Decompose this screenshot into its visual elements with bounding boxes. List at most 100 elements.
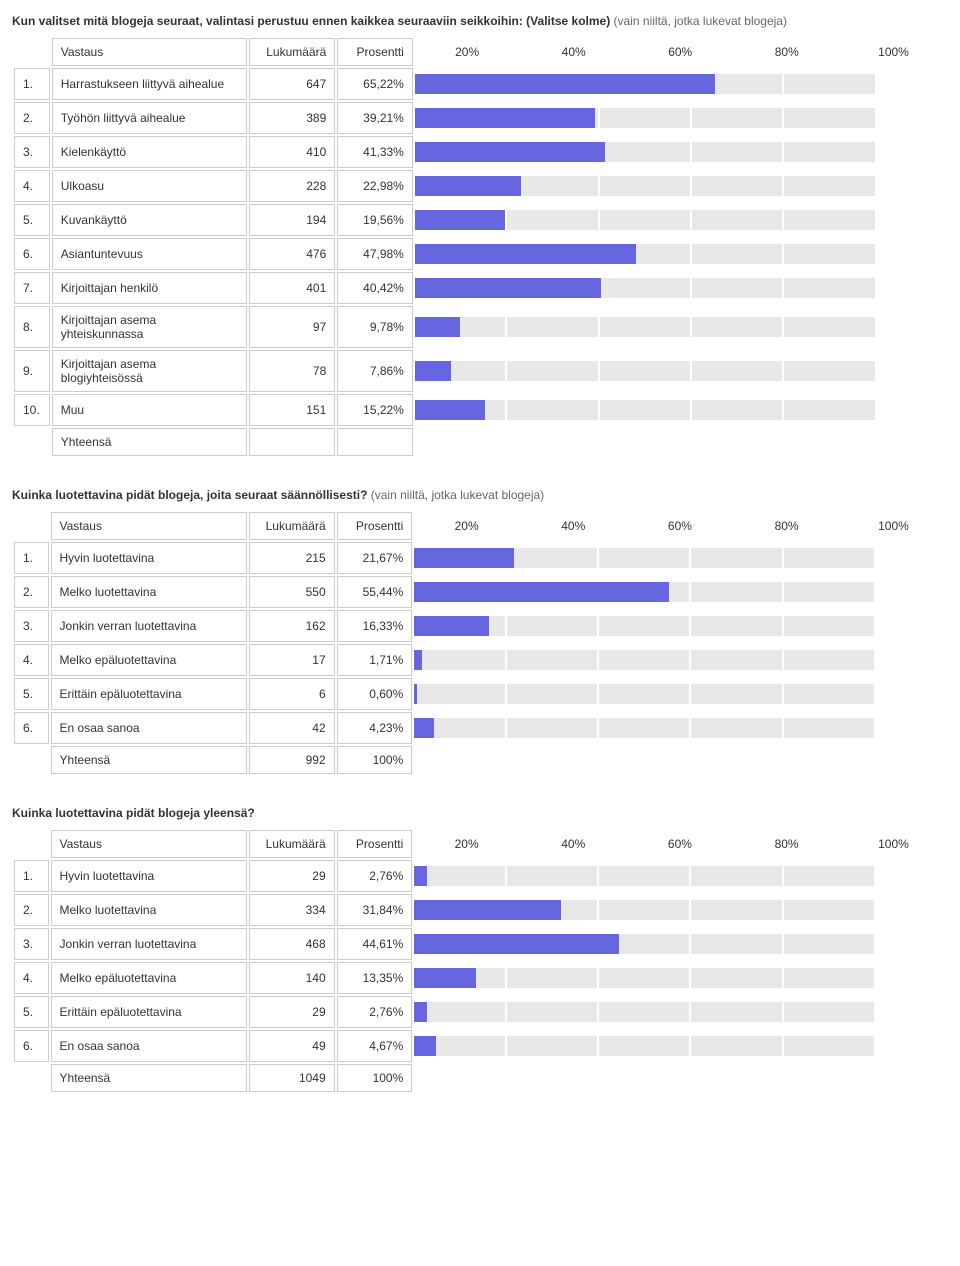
bar-fill: [415, 176, 521, 196]
bar-fill: [414, 968, 475, 988]
bar-fill: [414, 866, 427, 886]
row-label: En osaa sanoa: [51, 712, 247, 744]
bar-track: [414, 900, 874, 920]
row-label: Asiantuntevuus: [52, 238, 247, 270]
row-number: 9.: [14, 350, 50, 392]
bar-fill: [414, 1002, 427, 1022]
col-header-percent: Prosentti: [337, 38, 413, 66]
row-label: Jonkin verran luotettavina: [51, 928, 247, 960]
bar-fill: [414, 718, 433, 738]
bar-fill: [414, 1036, 435, 1056]
total-row: Yhteensä1049100%: [14, 1064, 946, 1092]
row-bar-cell: [415, 306, 946, 348]
bar-fill: [415, 361, 451, 381]
table-row: 6.Asiantuntevuus47647,98%: [14, 238, 946, 270]
col-header-percent: Prosentti: [337, 830, 413, 858]
bar-track: [414, 1002, 874, 1022]
table-row: 5.Erittäin epäluotettavina292,76%: [14, 996, 946, 1028]
row-bar-cell: [414, 996, 946, 1028]
row-label: Hyvin luotettavina: [51, 542, 247, 574]
bar-track: [415, 108, 875, 128]
row-bar-cell: [415, 68, 946, 100]
total-percent: [337, 428, 413, 456]
row-number: 2.: [14, 102, 50, 134]
row-label: Melko luotettavina: [51, 576, 247, 608]
total-count: 992: [249, 746, 335, 774]
row-label: Kirjoittajan asema yhteiskunnassa: [52, 306, 247, 348]
row-bar-cell: [414, 928, 946, 960]
row-percent: 9,78%: [337, 306, 413, 348]
table-row: 7.Kirjoittajan henkilö40140,42%: [14, 272, 946, 304]
row-bar-cell: [415, 102, 946, 134]
row-label: Melko epäluotettavina: [51, 644, 247, 676]
axis-label: 100%: [841, 38, 946, 66]
question-title-bold: Kuinka luotettavina pidät blogeja yleens…: [12, 806, 255, 820]
row-bar-cell: [415, 238, 946, 270]
row-bar-cell: [415, 272, 946, 304]
total-count: 1049: [249, 1064, 335, 1092]
row-number: 1.: [14, 542, 49, 574]
bar-track: [415, 74, 875, 94]
row-percent: 15,22%: [337, 394, 413, 426]
bar-track: [414, 968, 874, 988]
bar-track: [414, 1036, 874, 1056]
row-count: 151: [249, 394, 335, 426]
row-number: 5.: [14, 204, 50, 236]
bar-track: [414, 934, 874, 954]
col-header-answer: Vastaus: [51, 830, 247, 858]
col-header-count: Lukumäärä: [249, 830, 335, 858]
row-number: 3.: [14, 136, 50, 168]
row-label: Melko luotettavina: [51, 894, 247, 926]
question-title: Kun valitset mitä blogeja seuraat, valin…: [12, 12, 948, 30]
row-label: En osaa sanoa: [51, 1030, 247, 1062]
row-bar-cell: [415, 204, 946, 236]
axis-label: 20%: [415, 38, 520, 66]
total-label: Yhteensä: [51, 746, 247, 774]
row-number: 3.: [14, 928, 49, 960]
row-number: 4.: [14, 962, 49, 994]
axis-label: 60%: [628, 38, 733, 66]
bar-track: [414, 582, 874, 602]
row-bar-cell: [415, 136, 946, 168]
table-row: 4.Melko epäluotettavina171,71%: [14, 644, 946, 676]
total-row: Yhteensä: [14, 428, 946, 456]
survey-table: VastausLukumääräProsentti20%40%60%80%100…: [12, 828, 948, 1094]
row-percent: 55,44%: [337, 576, 413, 608]
axis-label: 20%: [414, 830, 519, 858]
table-row: 2.Melko luotettavina33431,84%: [14, 894, 946, 926]
row-number: 4.: [14, 644, 49, 676]
bar-track: [414, 616, 874, 636]
axis-label: 40%: [521, 830, 626, 858]
row-percent: 4,67%: [337, 1030, 413, 1062]
row-percent: 16,33%: [337, 610, 413, 642]
row-count: 42: [249, 712, 335, 744]
row-bar-cell: [415, 170, 946, 202]
row-number: 10.: [14, 394, 50, 426]
table-row: 4.Melko epäluotettavina14013,35%: [14, 962, 946, 994]
row-percent: 65,22%: [337, 68, 413, 100]
bar-track: [414, 548, 874, 568]
table-row: 1.Hyvin luotettavina292,76%: [14, 860, 946, 892]
bar-fill: [414, 650, 422, 670]
row-bar-cell: [414, 894, 946, 926]
total-percent: 100%: [337, 1064, 413, 1092]
row-label: Kirjoittajan henkilö: [52, 272, 247, 304]
row-number: 6.: [14, 712, 49, 744]
survey-table: VastausLukumääräProsentti20%40%60%80%100…: [12, 36, 948, 458]
row-count: 389: [249, 102, 335, 134]
question-title-bold: Kun valitset mitä blogeja seuraat, valin…: [12, 14, 610, 28]
axis-label: 100%: [841, 512, 946, 540]
row-count: 334: [249, 894, 335, 926]
bar-track: [414, 684, 874, 704]
row-label: Hyvin luotettavina: [51, 860, 247, 892]
question-title-suffix: (vain niiltä, jotka lukevat blogeja): [610, 14, 787, 28]
bar-fill: [414, 582, 669, 602]
total-count: [249, 428, 335, 456]
row-percent: 39,21%: [337, 102, 413, 134]
row-percent: 1,71%: [337, 644, 413, 676]
row-percent: 19,56%: [337, 204, 413, 236]
col-header-answer: Vastaus: [52, 38, 247, 66]
survey-table: VastausLukumääräProsentti20%40%60%80%100…: [12, 510, 948, 776]
col-header-answer: Vastaus: [51, 512, 247, 540]
row-percent: 2,76%: [337, 996, 413, 1028]
